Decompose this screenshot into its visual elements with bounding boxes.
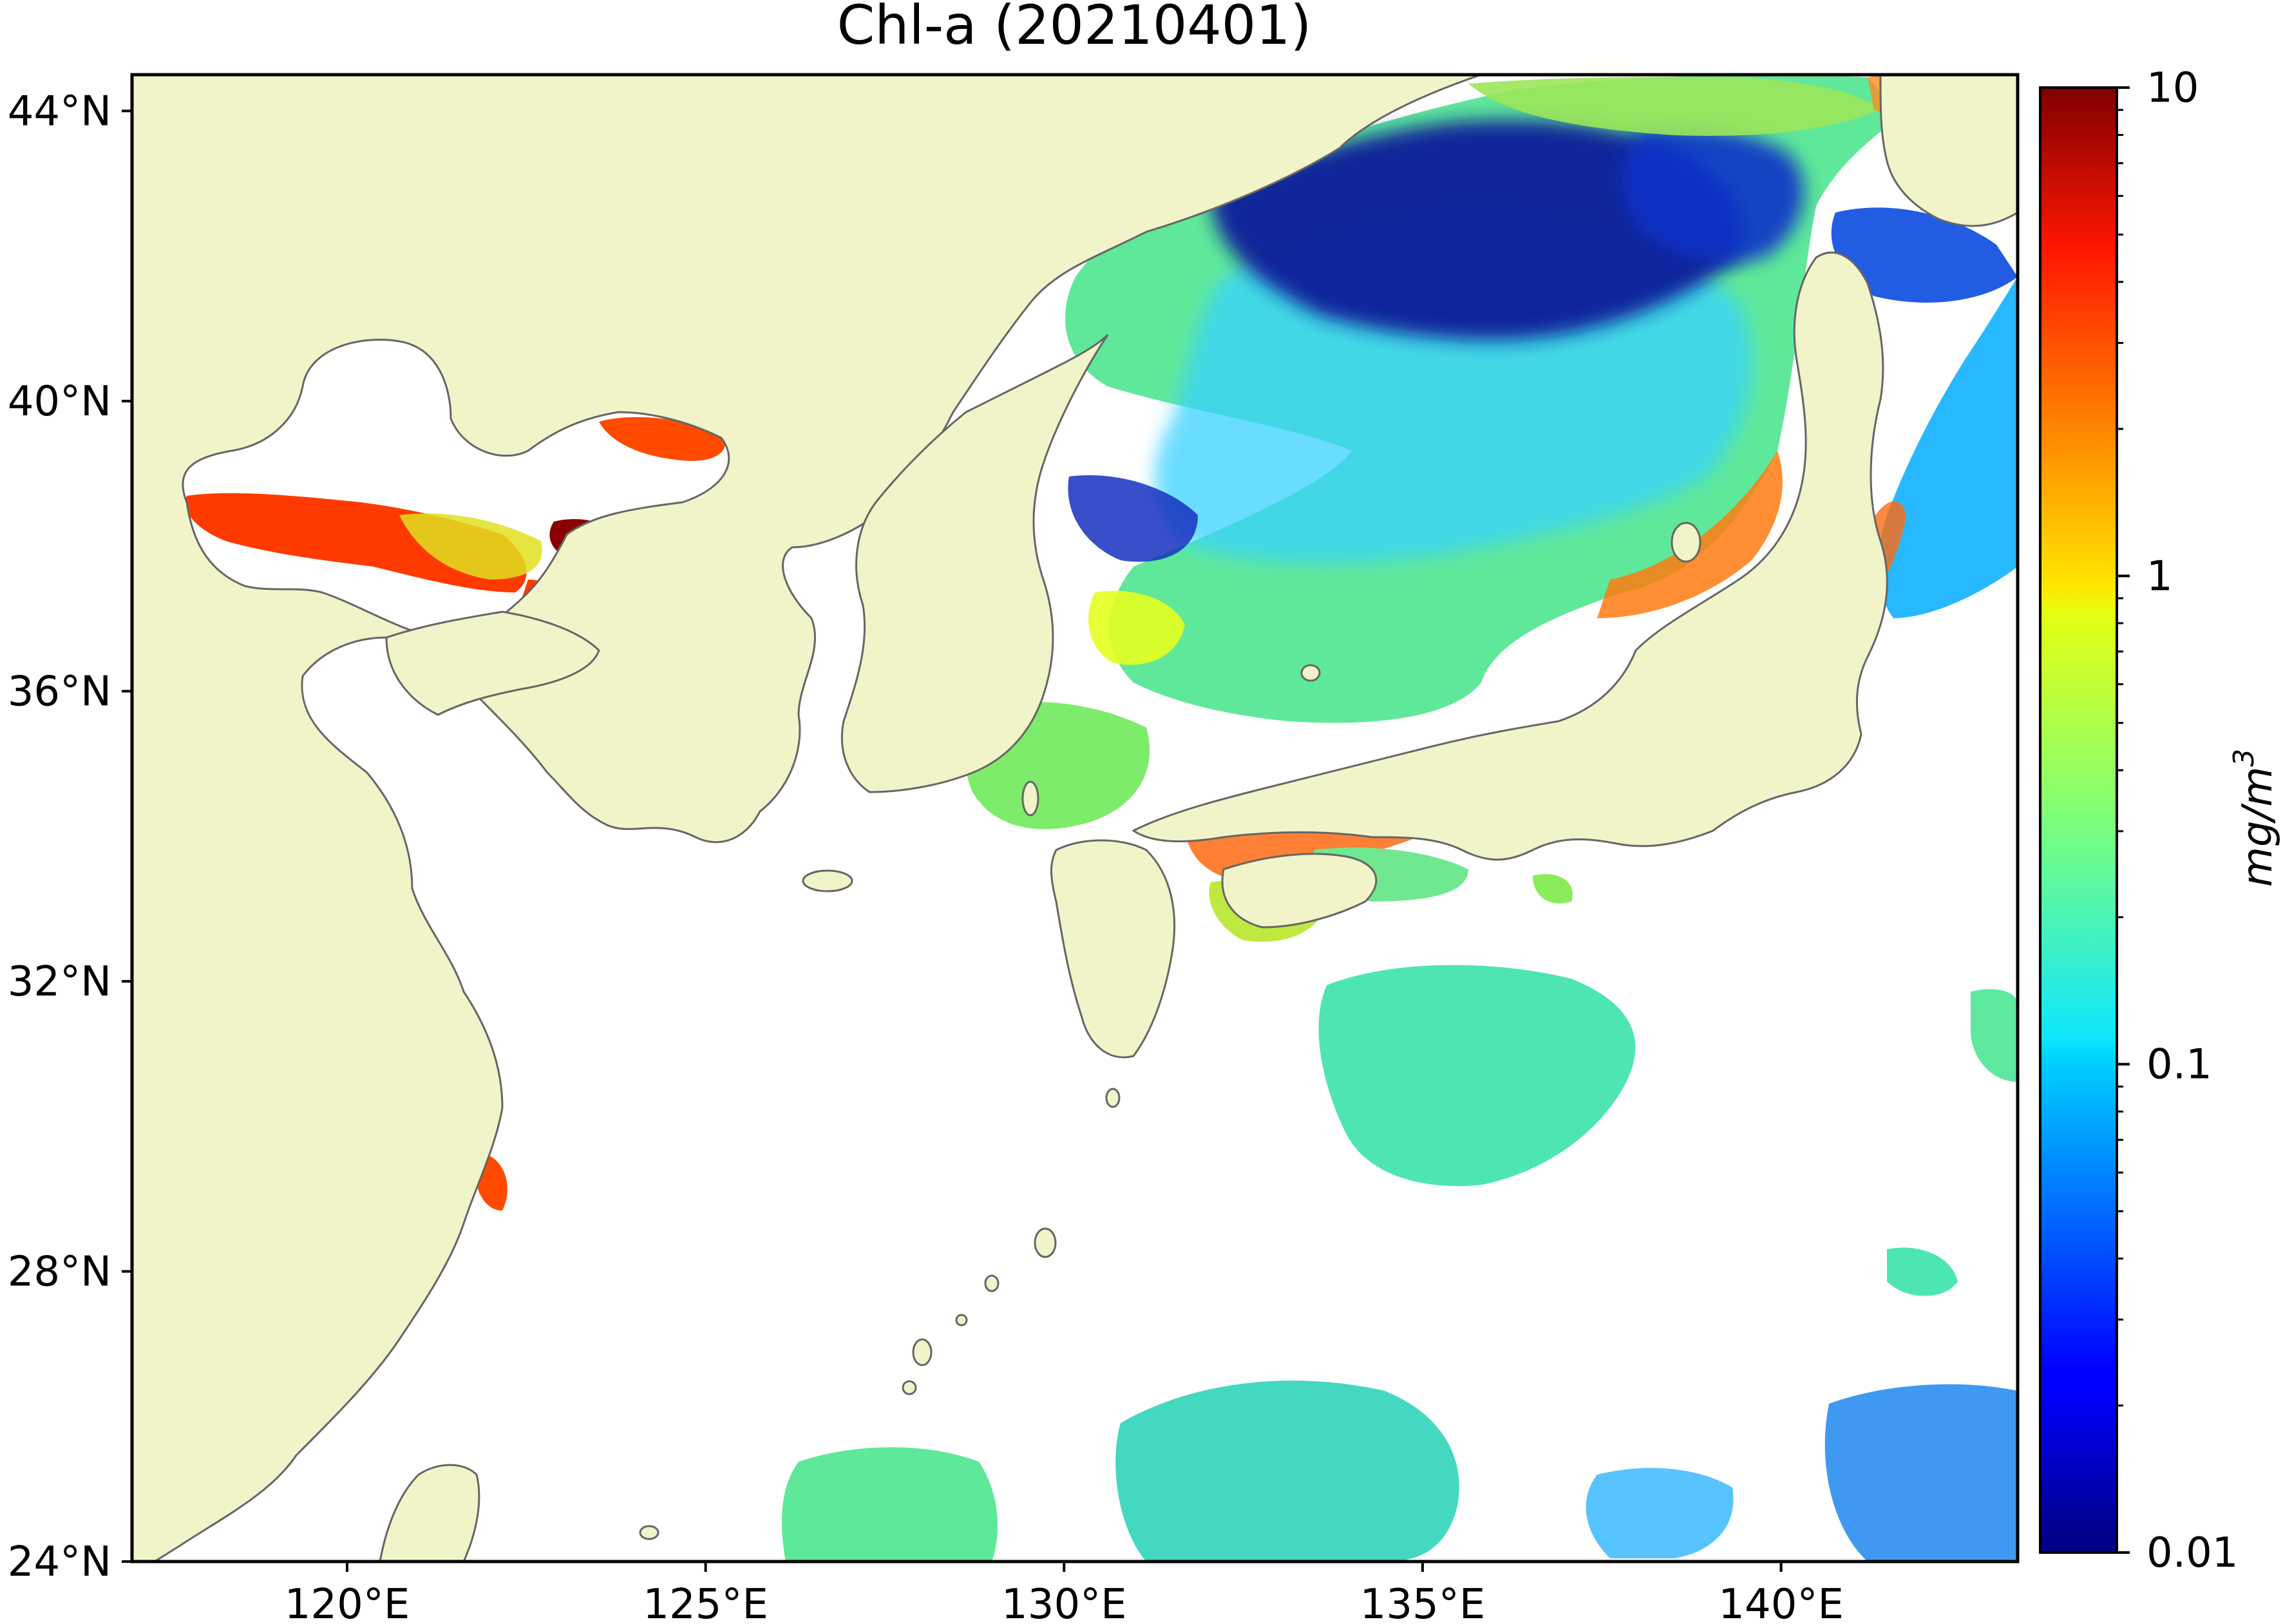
x-tick-label: 120°E [285, 1581, 410, 1624]
colorbar-tick-label: 0.1 [2146, 1041, 2212, 1089]
colorbar-unit-base: mg/m [2234, 767, 2282, 887]
ryukyu-island-1 [1034, 1227, 1057, 1258]
colorbar: 10 1 0.1 0.01 mg/m3 [2039, 64, 2282, 1577]
sado-island [1671, 522, 1701, 563]
bohai-mid-chl [399, 513, 542, 580]
x-axis: 120°E 125°E 130°E 135°E 140°E [285, 1562, 1844, 1624]
east-sea-low-chl [1211, 120, 1743, 341]
hokkaido [1879, 75, 2018, 227]
map-frame [130, 73, 2020, 1563]
y-tick-label: 44°N [8, 88, 111, 135]
pacific-patch-southwest [782, 1447, 998, 1562]
land [132, 75, 2018, 1562]
shikoku [1221, 853, 1378, 929]
ryukyu-island-7 [955, 1314, 968, 1327]
colorbar-gradient [2039, 86, 2118, 1554]
pacific-patch-southeast [1824, 1384, 2018, 1562]
y-tick-label: 24°N [8, 1538, 111, 1586]
kyushu [1050, 839, 1176, 1059]
x-tick-label: 140°E [1718, 1581, 1844, 1624]
pacific-patch-south [1115, 1381, 1459, 1562]
shandong-peninsula [385, 610, 600, 716]
y-axis: 44°N 40°N 36°N 32°N 28°N 24°N [8, 88, 132, 1586]
japan-coast-high-chl [1597, 451, 1783, 618]
taiwan [379, 1464, 480, 1562]
ryukyu-island-2 [984, 1274, 999, 1292]
y-tick-label: 32°N [8, 958, 111, 1006]
y-tick-label: 28°N [8, 1248, 111, 1296]
ryukyu-island-4 [902, 1380, 917, 1395]
korean-peninsula [840, 334, 1109, 793]
tsugaru-chl [1831, 207, 2018, 303]
x-tick-label: 135°E [1360, 1581, 1486, 1624]
korea-southwest-chl [1088, 590, 1185, 665]
y-tick-label: 40°N [8, 378, 111, 426]
x-tick-label: 125°E [643, 1581, 768, 1624]
pacific-patch-small [1533, 874, 1573, 904]
colorbar-unit-label: mg/m3 [2228, 749, 2282, 887]
colorbar-unit-exponent: 3 [2228, 749, 2260, 767]
jeju-island [802, 869, 853, 892]
figure-title: Chl-a (20210401) [837, 0, 1312, 57]
colorbar-ticks: 10 1 0.1 0.01 [2117, 64, 2239, 1577]
honshu [1132, 251, 1888, 861]
ryukyu-island-3 [912, 1338, 933, 1366]
ryukyu-island-6 [1105, 1088, 1121, 1108]
mainland-asia [132, 75, 1482, 1562]
pacific-patch-south-2 [1586, 1468, 1734, 1558]
liaodong-chl [599, 417, 726, 461]
x-tick-label: 130°E [1001, 1581, 1127, 1624]
east-sea-north-chl [1468, 77, 1880, 136]
east-sea-low-chl-2 [1622, 126, 1804, 263]
pacific-patch-east [1971, 989, 2018, 1082]
colorbar-tick-label: 10 [2146, 64, 2199, 112]
oki-island [1300, 664, 1321, 682]
ryukyu-island-5 [639, 1525, 659, 1540]
yellow-sea-east-low-chl [1068, 475, 1198, 562]
colorbar-tick-label: 1 [2146, 552, 2173, 600]
pacific-patch-central [1318, 965, 1636, 1186]
tohoku-pacific-chl [1878, 277, 2018, 618]
colorbar-minor-ticks [2117, 109, 2123, 1407]
y-tick-label: 36°N [8, 668, 111, 715]
map-area [132, 75, 2018, 1562]
tsushima-island [1021, 780, 1039, 817]
pacific-patch-east-2 [1887, 1247, 1958, 1296]
colorbar-tick-label: 0.01 [2146, 1529, 2239, 1577]
